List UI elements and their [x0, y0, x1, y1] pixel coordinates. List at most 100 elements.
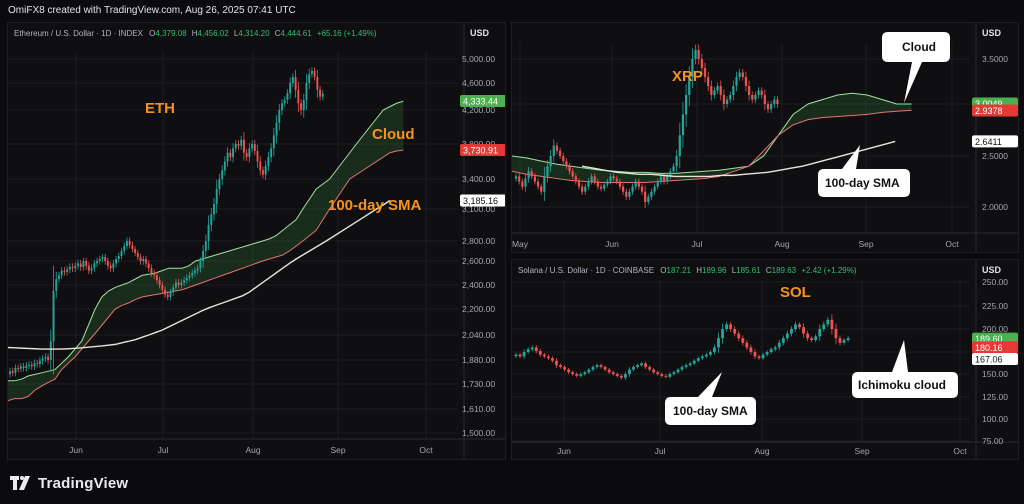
xrp-candle [555, 145, 559, 151]
eth-candle [25, 365, 28, 368]
eth-y-tick: 2,600.00 [462, 256, 495, 266]
sol-candle [583, 372, 587, 374]
eth-cloud-segment [215, 253, 223, 278]
eth-candle [302, 99, 305, 110]
sol-candle [551, 358, 554, 361]
eth-candle [286, 93, 289, 100]
xrp-candle [760, 90, 763, 95]
eth-cloud-segment [349, 144, 357, 179]
sol-candle [542, 354, 546, 357]
xrp-candle [625, 191, 628, 197]
sol-candle [538, 351, 542, 355]
eth-ticker-line: Ethereum / U.S. Dollar · 1D · INDEX O4,3… [14, 29, 377, 38]
sol-candle [846, 338, 850, 341]
xrp-price-label-bg [972, 104, 1018, 117]
eth-candle [256, 151, 259, 162]
eth-price-label-bg [460, 144, 505, 157]
xrp-candle [599, 186, 603, 189]
sol-candle [603, 366, 607, 370]
eth-cloud-segment [182, 265, 189, 290]
sol-candle [721, 329, 724, 339]
sol-candle [717, 338, 720, 348]
xrp-candle [574, 176, 577, 182]
xrp-candle [518, 176, 521, 182]
eth-cloud-segment [356, 135, 364, 175]
eth-candle [158, 280, 161, 285]
eth-candle [275, 122, 278, 136]
eth-candle [145, 259, 147, 264]
xrp-sma-line [581, 140, 896, 178]
xrp-cloud-segment [689, 171, 705, 180]
sol-candle [660, 374, 664, 376]
eth-candle [68, 267, 71, 270]
eth-candle [79, 263, 82, 267]
eth-x-tick: Jun [69, 445, 83, 455]
sol-x-tick: Jul [655, 446, 666, 456]
sol-chart-panel[interactable]: Solana / U.S. Dollar · 1D · COINBASE O18… [511, 259, 1019, 460]
sol-candle [607, 369, 611, 373]
xrp-candle [675, 156, 678, 167]
xrp-x-tick: Oct [945, 239, 959, 249]
xrp-candle [631, 186, 634, 192]
sol-candle [530, 347, 534, 350]
xrp-candle [647, 196, 650, 202]
xrp-candle [577, 181, 581, 187]
sol-candle [632, 366, 635, 370]
eth-candle [300, 103, 302, 110]
xrp-candle [637, 181, 640, 187]
eth-candle [153, 273, 156, 276]
eth-cloud-segment [235, 247, 243, 271]
xrp-candle [606, 181, 609, 185]
eth-candle [101, 257, 104, 259]
xrp-candle [754, 95, 757, 100]
eth-chart[interactable]: Ethereum / U.S. Dollar · 1D · INDEX O4,3… [8, 23, 505, 459]
eth-candle [210, 214, 213, 225]
xrp-candle [719, 86, 722, 95]
sol-y-tick: 225.00 [982, 301, 1008, 311]
sol-candle [822, 324, 826, 329]
xrp-price-label: 3.0049 [975, 99, 1003, 109]
eth-cloud-segment [389, 103, 397, 153]
sol-candle [567, 369, 571, 373]
eth-candle [87, 265, 90, 271]
eth-sma-annotation: 100-day SMA [328, 197, 422, 214]
eth-currency: USD [470, 28, 490, 38]
xrp-candle [766, 104, 770, 110]
eth-y-tick: 1,500.00 [462, 428, 495, 438]
eth-cloud-annotation: Cloud [372, 126, 415, 143]
sol-currency: USD [982, 265, 1002, 275]
xrp-candle [527, 171, 530, 179]
eth-candle [36, 363, 39, 365]
eth-candle [267, 157, 270, 166]
sol-candle [761, 354, 765, 359]
eth-cloud-segment [209, 255, 216, 281]
eth-candle [90, 268, 93, 271]
sol-candle [615, 374, 619, 376]
xrp-candle [684, 95, 688, 115]
eth-cloud-segment [276, 230, 283, 257]
eth-candle [131, 245, 134, 249]
tradingview-brand[interactable]: TradingView [10, 473, 128, 493]
eth-chart-panel[interactable]: Ethereum / U.S. Dollar · 1D · INDEX O4,3… [7, 22, 506, 460]
eth-candle [264, 165, 267, 175]
sol-candle [708, 352, 712, 355]
xrp-label: XRP [672, 68, 703, 85]
eth-cloud-segment [101, 291, 109, 326]
sol-candle [814, 336, 818, 341]
xrp-candle [678, 135, 681, 156]
sol-candle [518, 354, 522, 357]
eth-candle [14, 368, 17, 373]
eth-cloud-segment [61, 356, 69, 370]
xrp-candle [650, 191, 653, 197]
xrp-x-tick: Jun [605, 239, 619, 249]
eth-x-tick: Aug [245, 445, 260, 455]
eth-candle [251, 144, 254, 149]
sol-chart[interactable]: Solana / U.S. Dollar · 1D · COINBASE O18… [512, 260, 1018, 459]
eth-candle [33, 363, 36, 367]
eth-cloud-segment [396, 101, 404, 151]
eth-candle [136, 253, 139, 257]
sol-y-tick: 200.00 [982, 324, 1008, 334]
sol-candle [559, 365, 562, 367]
